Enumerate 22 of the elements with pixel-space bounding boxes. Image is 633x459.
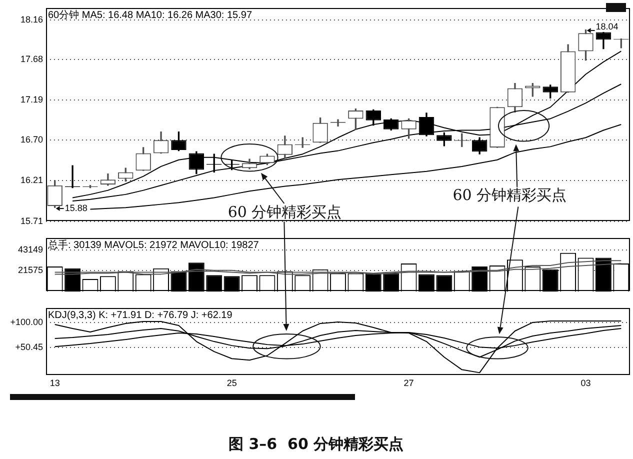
y-tick-label: 18.16 <box>20 14 43 24</box>
y-tick-label: 15.71 <box>20 216 43 226</box>
y-tick-label: 16.21 <box>20 174 43 185</box>
x-tick-label: 25 <box>226 378 237 388</box>
annotation: 60 分钟精彩买点 <box>228 203 342 222</box>
x-tick-label: 13 <box>50 378 60 388</box>
y-tick-label: 17.19 <box>20 94 43 104</box>
annotation: 15.88 <box>64 203 88 214</box>
y-tick-label: 17.68 <box>20 54 43 64</box>
chart-title: KDJ(9,3,3) K: +71.91 D: +76.79 J: +62.19 <box>48 310 233 322</box>
y-tick-label: 16.70 <box>20 134 43 145</box>
x-tick-label: 03 <box>580 378 591 388</box>
caption: 图 3–6 60 分钟精彩买点 <box>228 435 404 453</box>
y-tick-label: +50.45 <box>15 342 43 352</box>
x-tick-label: 27 <box>404 378 414 388</box>
annotation: 60 分钟精彩买点 <box>452 186 567 204</box>
y-tick-label: 21575 <box>18 265 43 276</box>
y-tick-label: 43149 <box>18 244 43 254</box>
annotation: 18.04 <box>596 21 618 32</box>
chart-title: 总手: 30139 MAVOL5: 21972 MAVOL10: 19827 <box>47 239 260 252</box>
chart-title: 60分钟 MA5: 16.48 MA10: 16.26 MA30: 15.97 <box>48 9 252 22</box>
y-tick-label: +100.00 <box>10 316 43 327</box>
